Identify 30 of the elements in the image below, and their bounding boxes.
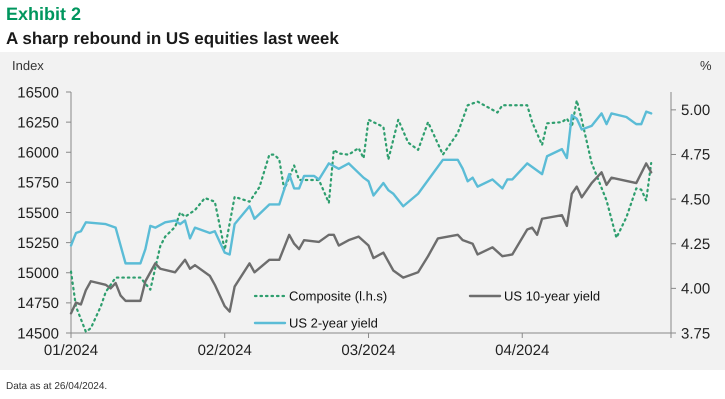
y-tick-label: 16250 bbox=[17, 114, 59, 132]
x-tick-label: 04/2024 bbox=[495, 342, 550, 359]
y2-tick-label: 3.75 bbox=[681, 325, 710, 342]
line-series bbox=[70, 99, 652, 333]
y-tick-label: 15250 bbox=[17, 234, 59, 252]
y-tick-label: 15750 bbox=[17, 174, 59, 192]
x-tick-label: 03/2024 bbox=[341, 342, 396, 359]
y-tick-label: 16500 bbox=[17, 84, 59, 102]
legend-label: US 10-year yield bbox=[504, 288, 600, 304]
x-tick-label: 02/2024 bbox=[198, 342, 252, 359]
y2-tick-label: 4.00 bbox=[681, 280, 710, 298]
y-axis-title: Index bbox=[12, 58, 44, 73]
y2-axis-title: % bbox=[700, 58, 712, 73]
y-tick-label: 15500 bbox=[17, 204, 59, 222]
line-series bbox=[70, 162, 652, 315]
y2-tick-label: 4.50 bbox=[681, 191, 710, 208]
line-series bbox=[70, 110, 652, 265]
legend-label: US 2-year yield bbox=[289, 316, 378, 331]
chart-subtitle: A sharp rebound in US equities last week bbox=[6, 29, 340, 48]
chart-title: Exhibit 2 bbox=[6, 4, 82, 24]
y-tick-label: 16000 bbox=[17, 144, 59, 162]
y2-tick-label: 5.00 bbox=[681, 102, 710, 120]
y2-tick-label: 4.75 bbox=[681, 146, 710, 164]
y-tick-label: 14500 bbox=[17, 325, 59, 342]
x-tick-label: 01/2024 bbox=[44, 342, 98, 359]
text: Data as at 26/04/2024. bbox=[6, 381, 108, 392]
y-tick-label: 15000 bbox=[17, 265, 59, 282]
legend-label: Composite (l.h.s) bbox=[289, 288, 388, 304]
y2-tick-label: 4.25 bbox=[681, 236, 710, 253]
y-tick-label: 14750 bbox=[17, 295, 59, 312]
